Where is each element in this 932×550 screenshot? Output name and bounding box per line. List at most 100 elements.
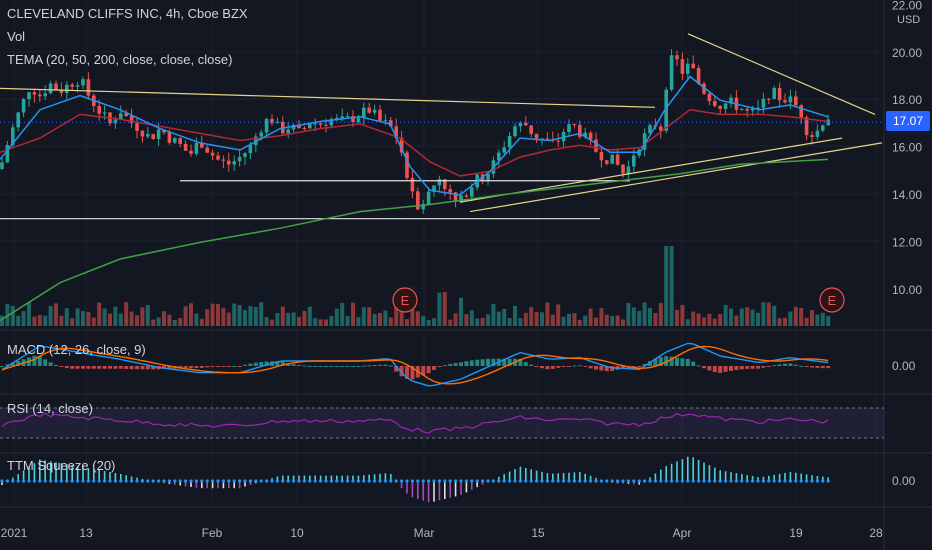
macd-hist-bar xyxy=(372,365,377,367)
volume-bar xyxy=(167,314,172,326)
ttm-dot xyxy=(270,479,274,483)
candle-body xyxy=(664,89,668,131)
volume-bar xyxy=(243,310,247,326)
ttm-dot xyxy=(605,479,609,483)
candle-body xyxy=(459,195,463,202)
ttm-dot xyxy=(216,479,220,483)
volume-bar xyxy=(675,309,679,326)
ttm-dot xyxy=(292,479,296,483)
macd-hist-bar xyxy=(718,366,723,373)
volume-bar xyxy=(561,316,566,326)
candle-body xyxy=(59,89,64,93)
ttm-dot xyxy=(394,479,398,483)
ttm-dot xyxy=(205,479,209,483)
volume-bar xyxy=(216,303,220,326)
volume-bar xyxy=(702,317,706,326)
candle-body xyxy=(200,143,204,148)
volume-bar xyxy=(324,319,328,326)
macd-hist-bar xyxy=(70,366,75,369)
ttm-dot xyxy=(157,479,161,483)
macd-hist-bar xyxy=(259,361,264,366)
macd-hist-bar xyxy=(577,365,582,367)
volume-bar xyxy=(205,309,210,326)
candle-body xyxy=(702,83,706,94)
candle-body xyxy=(632,155,636,167)
candle-body xyxy=(448,189,452,193)
ttm-dot xyxy=(783,479,787,483)
ttm-dot xyxy=(86,479,90,483)
ttm-dot xyxy=(767,479,771,483)
macd-hist-bar xyxy=(248,363,253,366)
volume-bar xyxy=(394,303,399,326)
macd-hist-bar xyxy=(675,357,679,366)
candle-body xyxy=(680,59,685,74)
candle-body xyxy=(767,98,771,100)
macd-hist-bar xyxy=(291,364,296,366)
volume-bar xyxy=(804,317,809,326)
volume-bar xyxy=(480,317,485,326)
ttm-dot xyxy=(459,479,463,483)
ttm-dot xyxy=(259,479,263,483)
macd-line xyxy=(1,342,829,387)
ttm-dot xyxy=(275,479,279,483)
volume-bar xyxy=(718,314,723,326)
macd-hist-bar xyxy=(399,366,404,377)
candle-body xyxy=(443,179,447,190)
volume-bar xyxy=(162,311,166,326)
candle-body xyxy=(70,84,74,87)
ttm-dot xyxy=(151,479,155,483)
volume-bar xyxy=(734,315,739,326)
ttm-dot xyxy=(227,479,231,483)
macd-hist-bar xyxy=(729,366,733,371)
macd-hist-bar xyxy=(86,366,91,369)
ttm-dot xyxy=(788,479,793,483)
volume-bar xyxy=(691,311,696,326)
ttm-dot xyxy=(92,479,96,483)
ttm-dot xyxy=(513,479,517,483)
ttm-dot xyxy=(140,479,144,483)
candle-body xyxy=(162,129,166,133)
volume-bar xyxy=(54,303,58,326)
volume-bar xyxy=(210,303,215,326)
ttm-dot xyxy=(346,479,350,483)
macd-hist-bar xyxy=(43,359,48,366)
candle-body xyxy=(167,132,172,143)
candle-body xyxy=(545,138,550,140)
volume-bar xyxy=(270,319,274,326)
candle-body xyxy=(686,63,690,74)
candle-body xyxy=(324,124,328,126)
volume-bar xyxy=(329,315,334,326)
macd-histogram xyxy=(0,355,831,380)
volume-bar xyxy=(664,246,669,326)
volume-bar xyxy=(610,315,615,326)
ttm-dot xyxy=(5,479,9,483)
candle-body xyxy=(669,55,674,90)
ttm-dot xyxy=(616,479,620,483)
candle-body xyxy=(232,161,236,165)
macd-hist-bar xyxy=(707,366,712,371)
macd-hist-bar xyxy=(329,366,334,367)
candle-body xyxy=(275,121,280,124)
currency-label: USD xyxy=(897,14,921,26)
macd-hist-bar xyxy=(793,364,798,366)
volume-bar xyxy=(621,319,625,326)
macd-hist-bar xyxy=(75,366,80,369)
volume-bar xyxy=(556,304,561,326)
candle-body xyxy=(605,160,609,164)
ttm-dot xyxy=(626,479,631,483)
volume-bar xyxy=(475,318,480,326)
macd-hist-bar xyxy=(712,366,717,373)
candle-body xyxy=(610,154,614,164)
macd-hist-bar xyxy=(648,361,652,366)
ttm-dot xyxy=(221,479,225,483)
ttm-dot xyxy=(49,479,53,483)
ttm-dot xyxy=(173,479,177,483)
candle-body xyxy=(356,117,361,123)
volume-bar xyxy=(518,318,523,326)
candle-body xyxy=(183,143,188,151)
macd-hist-bar xyxy=(810,366,814,368)
candle-body xyxy=(210,152,215,156)
macd-hist-bar xyxy=(739,366,744,370)
candle-body xyxy=(556,140,560,142)
